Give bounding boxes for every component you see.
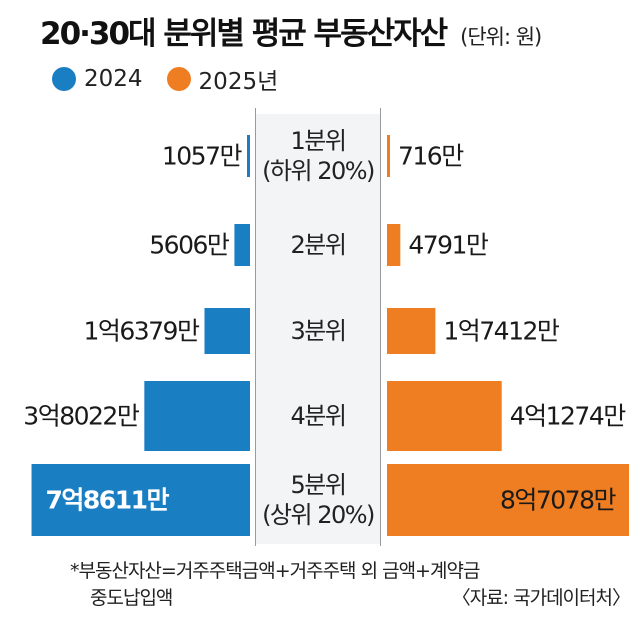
legend-label-2024: 2024 (84, 66, 143, 92)
category-label: 4분위 (291, 402, 346, 430)
value-label-2024: 1억6379만 (83, 317, 200, 346)
legend-dot-icon (166, 67, 191, 91)
title-row: 20·30대 분위별 평균 부동산자산 (단위: 원) (40, 8, 542, 56)
bar-2025 (387, 224, 401, 266)
legend-item-2024: 2024 (52, 66, 143, 92)
category-band (256, 114, 380, 544)
bar-2024 (204, 308, 250, 354)
source-note: 〈자료: 국가데이터처〉 (451, 587, 631, 609)
chart-title: 20·30대 분위별 평균 부동산자산 (40, 16, 448, 52)
legend: 2024 2025년 (52, 62, 302, 96)
value-label-2025: 1억7412만 (443, 317, 560, 346)
definition-note: *부동산자산=거주주택금액+거주주택 외 금액+계약금 (70, 560, 480, 582)
value-label-2024: 1057만 (162, 142, 243, 171)
value-label-2024: 7억8611만 (46, 486, 170, 515)
category-label: 2분위 (291, 231, 346, 259)
bar-2024 (247, 135, 250, 177)
category-label: (상위 20%) (262, 501, 374, 529)
unit-label: (단위: 원) (460, 25, 542, 49)
bar-2024 (144, 381, 250, 451)
definition-note-cont: 중도납입액 (90, 587, 173, 609)
category-label: 1분위 (291, 127, 346, 155)
bar-2025 (387, 381, 502, 451)
legend-dot-icon (52, 67, 76, 91)
left-axis-line (255, 108, 256, 546)
category-label: 5분위 (291, 471, 346, 499)
bar-2025 (387, 135, 390, 177)
legend-label-2025: 2025년 (198, 69, 279, 95)
bar-2024 (234, 224, 250, 266)
bar-2025 (387, 308, 436, 354)
value-label-2024: 3억8022만 (23, 402, 140, 431)
bar-2025 (387, 464, 629, 536)
value-label-2025: 4791만 (408, 231, 489, 260)
value-label-2024: 5606만 (149, 231, 230, 260)
value-label-2025: 716만 (398, 142, 464, 171)
right-axis-line (380, 108, 381, 546)
category-label: 3분위 (291, 317, 346, 345)
bar-2024 (31, 464, 250, 536)
category-label: (하위 20%) (262, 157, 374, 185)
footnote: *부동산자산=거주주택금액+거주주택 외 금액+계약금 중도납입액 〈자료: 국… (70, 558, 631, 612)
legend-item-2025: 2025년 (166, 62, 279, 96)
value-label-2025: 8억7078만 (500, 486, 617, 515)
value-label-2025: 4억1274만 (510, 402, 627, 431)
